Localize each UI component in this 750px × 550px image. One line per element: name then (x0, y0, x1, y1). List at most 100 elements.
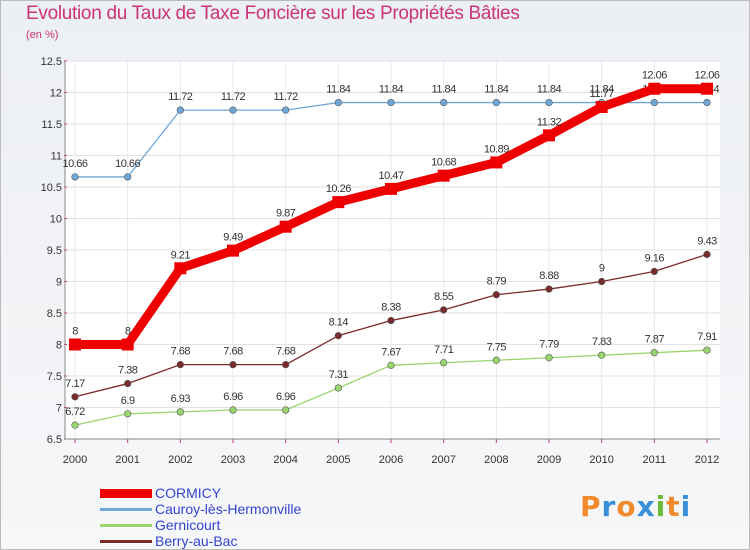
y-tick-label: 8.5 (47, 308, 62, 320)
data-label: 9.49 (223, 232, 243, 244)
logo-letter: i (680, 490, 692, 523)
data-point (229, 406, 237, 414)
y-tick-label: 10.5 (41, 182, 62, 194)
y-tick-label: 9.5 (47, 245, 62, 257)
data-point (387, 98, 395, 107)
legend-swatch (100, 540, 152, 543)
data-label: 7.75 (487, 341, 507, 353)
data-point (282, 106, 290, 114)
data-label: 7.83 (592, 336, 612, 348)
data-point (437, 169, 450, 182)
legend-label: Berry-au-Bac (155, 533, 238, 549)
logo-letter: t (666, 490, 681, 523)
data-point (387, 316, 395, 325)
data-point (703, 98, 711, 107)
legend-swatch (100, 489, 152, 498)
data-label: 6.93 (171, 393, 191, 405)
data-point (124, 173, 132, 181)
data-label: 8.55 (434, 291, 454, 303)
data-label: 9 (599, 263, 605, 275)
legend-label: Cauroy-lès-Hermonville (155, 501, 302, 517)
data-label: 8 (72, 326, 78, 338)
data-point (227, 244, 239, 257)
data-point (174, 262, 187, 275)
x-tick-label: 2009 (537, 454, 561, 466)
data-point (598, 277, 606, 286)
x-tick-label: 2005 (326, 454, 350, 466)
data-label: 8.38 (381, 302, 401, 314)
y-tick-label: 12 (50, 88, 62, 100)
x-tick-label: 2006 (379, 454, 403, 466)
x-tick-label: 2010 (589, 454, 613, 466)
data-label: 7.68 (276, 346, 296, 358)
data-point (124, 379, 132, 388)
data-label: 8.79 (487, 276, 507, 288)
data-point (282, 361, 290, 369)
data-point (490, 156, 503, 169)
data-point (650, 98, 658, 107)
x-tick-label: 2001 (115, 454, 139, 466)
data-point (440, 306, 448, 314)
data-point (703, 346, 711, 354)
data-label: 11.72 (221, 91, 246, 103)
logo-letter: P (580, 490, 602, 523)
data-label: 12.06 (694, 70, 719, 82)
data-label: 8.88 (539, 270, 559, 282)
x-tick-label: 2011 (643, 454, 667, 466)
data-point (492, 291, 500, 299)
data-label: 6.96 (223, 391, 243, 403)
data-label: 10.89 (484, 143, 509, 155)
y-tick-label: 11.5 (41, 119, 62, 131)
series-berry-au-bac: 7.17 7.38 7.68 7.68 7.68 8.14 8.38 8.55 8.79 8.88… (65, 235, 718, 401)
x-tick-label: 2004 (273, 454, 297, 466)
y-tick-label: 11 (51, 151, 62, 163)
x-tick-label: 2000 (63, 454, 87, 466)
data-label: 12.06 (642, 70, 667, 82)
unit-label: (en %) (26, 29, 59, 41)
data-label: 6.96 (276, 391, 296, 403)
data-label: 11.84 (484, 84, 509, 96)
data-point (701, 82, 713, 95)
data-point (650, 349, 658, 357)
chart-title: Evolution du Taux de Taxe Foncière sur l… (26, 3, 520, 24)
data-point (332, 196, 345, 209)
x-tick-label: 2008 (484, 454, 508, 466)
data-label: 10.68 (431, 157, 456, 169)
data-label: 9.16 (645, 252, 665, 264)
data-point (492, 98, 500, 107)
data-label: 9.43 (697, 235, 717, 247)
legend-swatch (100, 508, 152, 511)
data-point (334, 384, 342, 392)
series-cormicy: 8 8 9.21 9.49 9.87 10.26 10.47 10.68 10.89 11.32 1… (69, 70, 720, 351)
data-label: 8 (125, 326, 131, 338)
logo-letter: o (616, 490, 637, 523)
data-label: 7.31 (329, 369, 349, 381)
data-point (279, 220, 292, 233)
y-tick-label: 12.5 (41, 56, 62, 68)
data-point (440, 98, 448, 107)
data-point (648, 82, 661, 95)
legend-label: Gernicourt (155, 517, 221, 533)
y-tick-label: 8 (56, 340, 62, 352)
data-point (176, 361, 184, 369)
data-point (121, 338, 134, 351)
data-label: 11.84 (379, 84, 404, 96)
legend-swatch (100, 524, 152, 527)
logo-letter: r (601, 490, 617, 523)
logo-letter: i (655, 490, 667, 523)
data-label: 11.84 (537, 84, 562, 96)
data-point (229, 361, 237, 369)
data-label: 10.26 (326, 183, 351, 195)
data-label: 7.79 (539, 339, 559, 351)
logo-letter: x (636, 490, 656, 523)
data-point (545, 98, 553, 107)
data-point (334, 332, 342, 340)
data-point (703, 250, 711, 259)
data-label: 10.47 (378, 170, 403, 182)
data-point (545, 354, 553, 362)
data-label: 6.72 (65, 406, 85, 418)
data-point (595, 100, 608, 113)
data-point (387, 361, 395, 369)
data-label: 7.87 (645, 334, 665, 346)
